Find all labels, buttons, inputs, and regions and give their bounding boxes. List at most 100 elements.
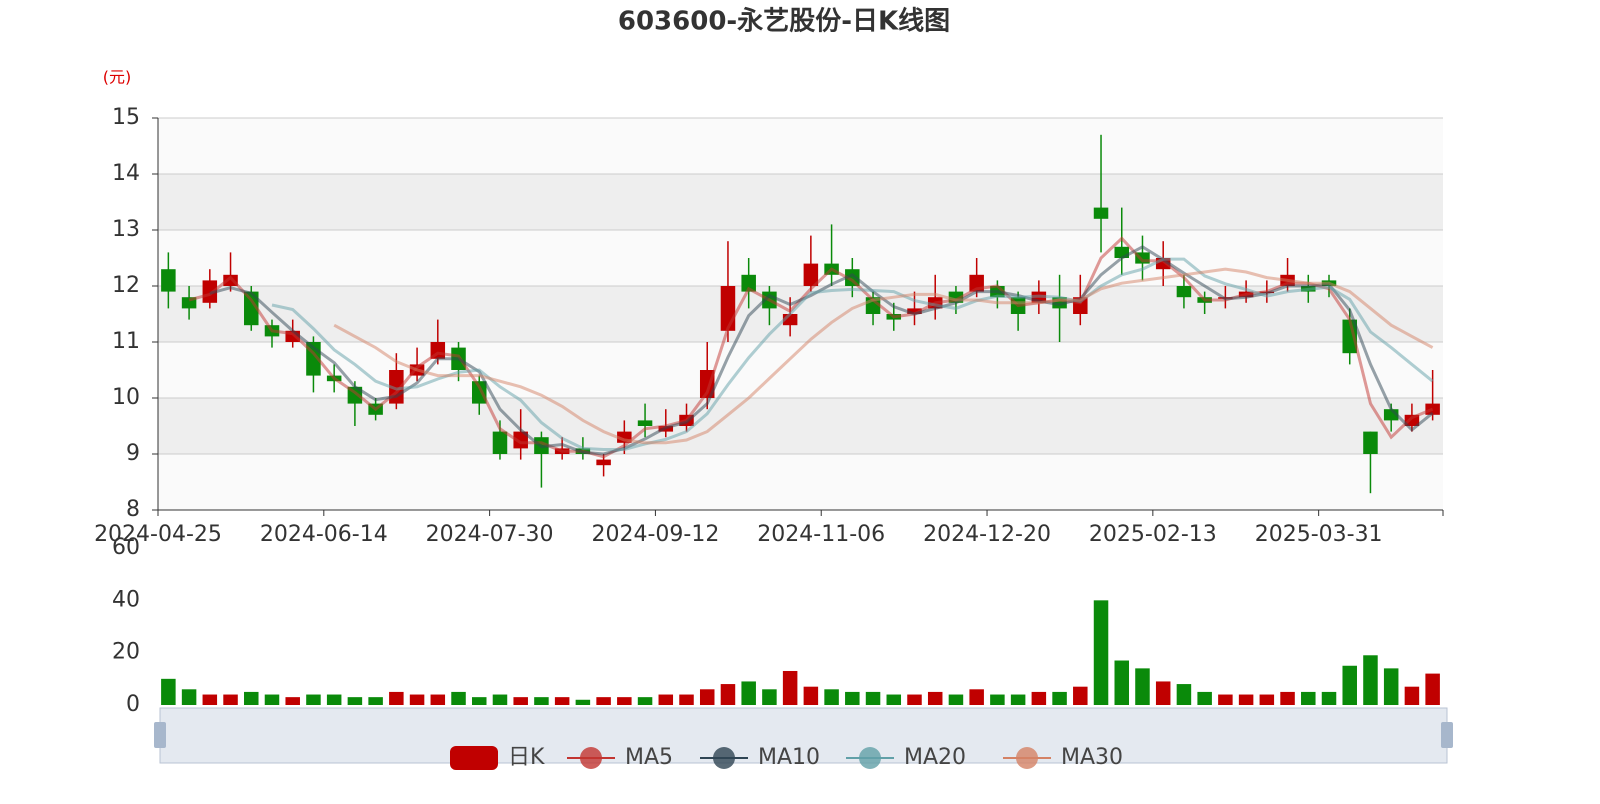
volume-bar [1052,691,1067,705]
split-area [158,286,1443,342]
volume-bar [451,691,466,705]
zoom-slider[interactable] [159,707,1448,764]
volume-bar [244,691,259,705]
candle-body [1404,414,1420,426]
candle-body [596,459,611,466]
legend-icon-dot [1016,747,1038,769]
legend-label[interactable]: MA20 [904,745,966,770]
volume-bar [782,670,798,705]
candle-body [782,314,798,326]
x-tick-label: 2024-04-25 [94,522,222,547]
legend-icon-dot [713,747,735,769]
volume-bar [720,684,736,705]
volume-bar [1073,686,1088,705]
split-area [158,398,1443,454]
volume-bar [181,689,197,705]
y-unit: (元) [103,68,132,87]
x-tick-label: 2024-07-30 [426,522,554,547]
volume-bar [1155,681,1171,705]
candle-body [181,297,197,309]
candle-body [637,420,653,426]
split-area [158,230,1443,286]
volume-bar [865,691,881,705]
legend-label[interactable]: MA10 [758,745,820,770]
split-area [158,174,1443,230]
zoom-handle-left[interactable] [154,722,166,748]
candle-body [492,431,508,454]
volume-bar [1010,694,1026,705]
ma-line [333,267,1434,445]
volume-bar [1238,694,1254,705]
y-tick-label: 8 [126,497,140,522]
volume-bar [161,678,176,705]
volume-bar [803,686,819,705]
legend-icon-dot [859,747,881,769]
volume-bar [886,694,902,705]
candle-body [1425,403,1440,415]
volume-bar [326,694,342,705]
volume-bar [202,694,218,705]
volume-tick-label: 0 [126,692,140,717]
volume-bar [617,697,632,705]
volume-tick-label: 20 [112,640,140,665]
volume-bar [741,681,756,705]
legend-label[interactable]: MA5 [625,745,673,770]
legend-icon [450,746,498,770]
y-tick-label: 14 [112,161,140,186]
ma-line [271,257,1434,451]
volume-bar [1176,684,1192,705]
candle-body [1342,319,1357,354]
volume-bar [430,694,446,705]
volume-bar [554,697,570,705]
volume-bar [824,689,839,705]
split-areas [158,118,1443,510]
ma-line [209,245,1434,456]
candle-body [202,280,218,303]
volume-tick-label: 60 [112,535,140,560]
candle-body [617,431,632,443]
candle-body [1093,207,1109,219]
volume-bar [223,694,238,705]
candle-body [161,269,176,292]
candle-body [1135,252,1150,264]
volume-bar [699,689,715,705]
zoom-handle-right[interactable] [1441,722,1453,748]
volume-bar [1031,691,1047,705]
y-tick-label: 9 [126,441,140,466]
volume-bar [596,697,611,705]
x-tick-label: 2025-02-13 [1089,522,1217,547]
volume-bar [1135,668,1150,705]
candle-body [244,291,259,326]
volume-bar [492,694,508,705]
split-area [158,454,1443,510]
y-tick-label: 11 [112,329,140,354]
volume-bar [1280,691,1295,705]
x-tick-label: 2024-09-12 [591,522,719,547]
candle-body [285,330,300,342]
volume-bar [534,697,549,705]
volume-bar [389,691,404,705]
volume-tick-label: 40 [112,587,140,612]
legend-label[interactable]: 日K [508,745,545,770]
volume-bar [1321,691,1337,705]
volume-bar [1342,665,1357,705]
legend-label[interactable]: MA30 [1061,745,1123,770]
candle-body [1155,258,1171,270]
candle-body [471,381,487,404]
volume-bar [1093,600,1109,705]
volume-bar [575,699,591,705]
volume-bar [1425,673,1440,705]
volume-bar [637,697,653,705]
volume-bar [990,694,1005,705]
volume-bar [1114,660,1130,705]
volume-bar [845,691,860,705]
volume-bar [1301,691,1316,705]
volume-bar [368,697,383,705]
x-tick-label: 2024-06-14 [260,522,388,547]
candle-body [741,274,756,292]
candle-body [1052,297,1067,309]
volume-bar [1363,655,1378,705]
volume-bar [347,697,363,705]
x-tick-label: 2024-12-20 [923,522,1051,547]
